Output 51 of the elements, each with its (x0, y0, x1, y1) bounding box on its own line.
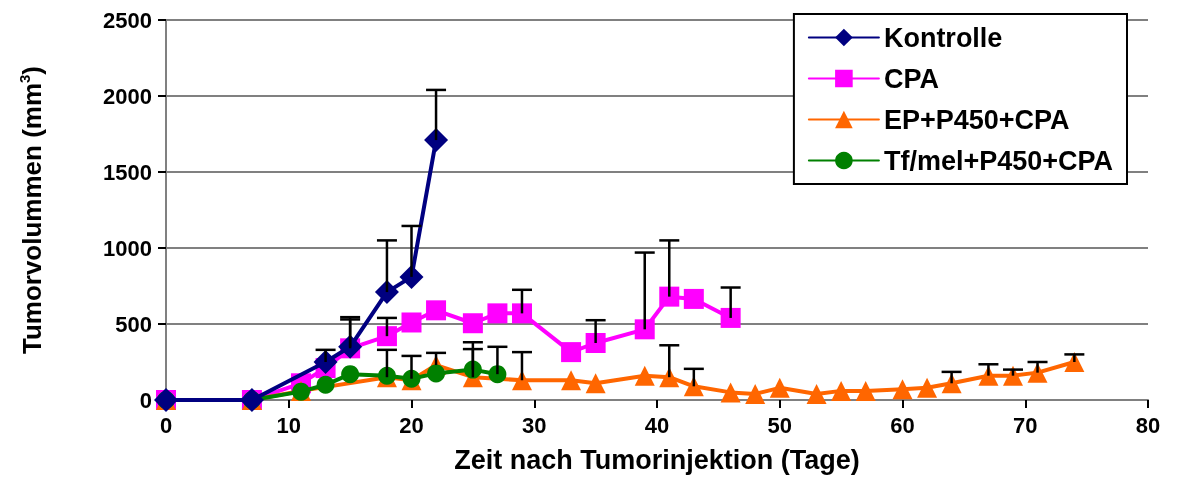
point (892, 379, 913, 400)
point (511, 370, 532, 391)
x-tick-label: 10 (276, 412, 301, 438)
point (855, 380, 876, 401)
legend-label: Tf/mel+P450+CPA (883, 145, 1113, 176)
point (401, 312, 422, 333)
point (511, 303, 532, 324)
point (585, 333, 606, 353)
point (634, 319, 655, 340)
x-tick-label: 80 (1135, 412, 1161, 438)
point (720, 307, 741, 328)
point (585, 373, 606, 394)
x-tick-label: 60 (890, 412, 915, 438)
point (426, 300, 447, 321)
x-tick-label: 20 (399, 412, 424, 438)
x-axis-title: Zeit nach Tumorinjektion (Tage) (454, 444, 860, 475)
point (659, 286, 680, 307)
point (745, 383, 766, 404)
x-tick-label: 70 (1013, 412, 1038, 438)
legend-label: EP+P450+CPA (883, 104, 1070, 135)
point (634, 365, 655, 386)
x-tick-label: 30 (522, 412, 547, 438)
point (424, 128, 449, 153)
y-tick-label: 2500 (103, 7, 152, 33)
x-tick-label: 0 (159, 412, 173, 438)
y-tick-label: 500 (115, 311, 152, 337)
point (683, 288, 704, 309)
y-tick-label: 1000 (103, 235, 152, 261)
point (487, 303, 508, 324)
point (376, 326, 397, 347)
point (917, 377, 938, 398)
point (831, 380, 852, 401)
point (561, 342, 582, 363)
x-tick-label: 50 (767, 412, 792, 438)
x-tick-label: 40 (644, 412, 670, 438)
point (1002, 365, 1023, 386)
point (769, 377, 790, 398)
point (427, 364, 446, 383)
point (374, 280, 399, 305)
point (561, 370, 582, 391)
y-tick-label: 1500 (103, 159, 152, 185)
legend-label: CPA (883, 63, 939, 94)
y-axis-title: Tumorvolummen (mm3) (16, 65, 47, 355)
point (316, 375, 335, 394)
point (720, 382, 741, 403)
legend-label: Kontrolle (883, 22, 1003, 53)
point (806, 383, 827, 404)
point (462, 313, 483, 334)
point (341, 365, 360, 384)
y-tick-label: 2000 (103, 83, 152, 109)
y-tick-label: 0 (139, 387, 152, 413)
